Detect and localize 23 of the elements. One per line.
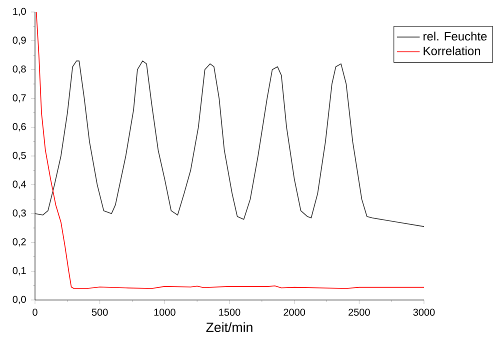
x-tick-label: 500 xyxy=(92,308,108,316)
y-tick-label: 0,5 xyxy=(12,152,26,160)
y-tick-label: 0,1 xyxy=(12,267,26,276)
x-tick-label: 3000 xyxy=(413,308,435,316)
x-tick-label: 2000 xyxy=(284,308,306,316)
x-tick-label: 0 xyxy=(32,308,38,316)
line-series xyxy=(36,12,424,289)
y-tick-label: 0,9 xyxy=(12,36,26,45)
y-tick-label: 0,7 xyxy=(12,94,26,103)
x-tick-label: 1500 xyxy=(219,308,240,316)
y-tick-label: 0,8 xyxy=(12,65,26,74)
y-tick-label: 0,4 xyxy=(12,180,26,189)
y-tick-label: 0,0 xyxy=(12,296,26,304)
y-tick-label: 0,2 xyxy=(12,238,26,247)
y-tick-label: 0,6 xyxy=(12,123,26,132)
line-series xyxy=(34,60,424,227)
y-tick-label: 0,3 xyxy=(12,209,26,218)
legend-label: Korrelation xyxy=(424,46,480,56)
x-tick-label: 1000 xyxy=(154,308,176,316)
y-tick-label: 1,0 xyxy=(13,8,26,16)
x-axis-title: Zeit/min xyxy=(206,322,252,332)
legend-label: rel. Feuchte xyxy=(424,32,487,41)
x-tick-label: 2500 xyxy=(348,308,370,316)
